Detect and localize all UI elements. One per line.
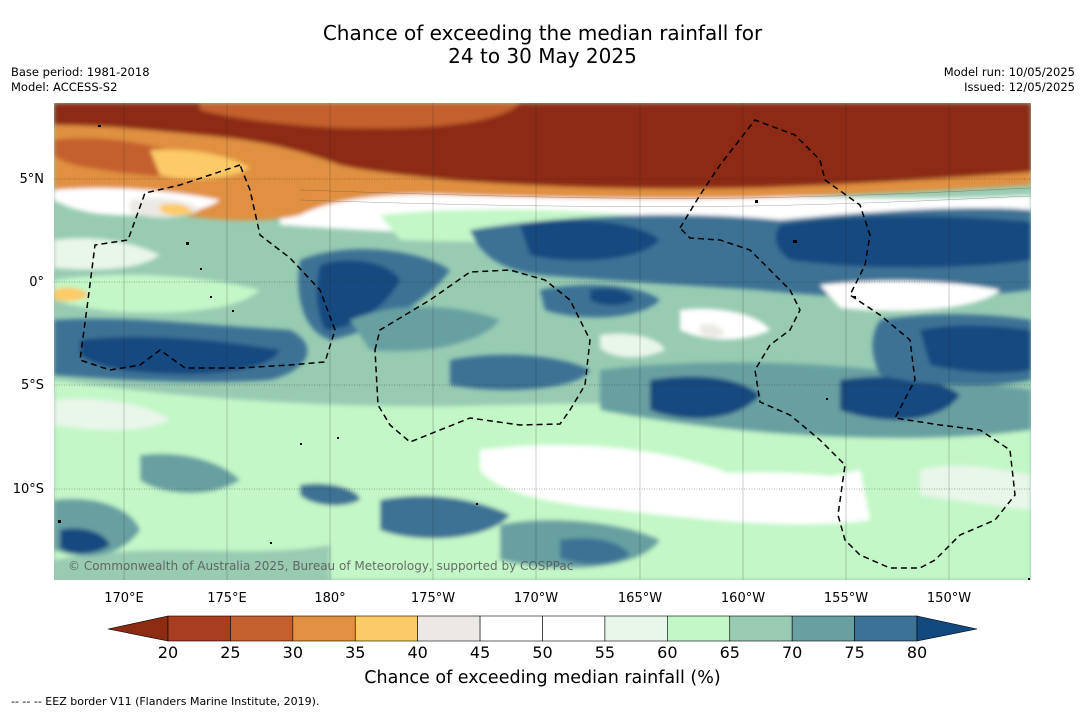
model-text: Model: ACCESS-S2 — [11, 80, 118, 94]
colorbar-swatch-60-65 — [667, 615, 731, 642]
lon-label-170w: 170°W — [514, 591, 558, 606]
colorbar-tick-label: 50 — [532, 643, 552, 662]
lon-label-160w: 160°W — [721, 591, 765, 606]
rainfall-probability-field: © Commonwealth of Australia 2025, Bureau… — [54, 103, 1031, 580]
lon-label-150w: 150°W — [927, 591, 971, 606]
colorbar: 20 25 30 35 40 45 50 55 60 65 70 75 80 — [107, 615, 978, 662]
colorbar-tick-label: 20 — [158, 643, 178, 662]
lat-label-5s: 5°S — [21, 378, 44, 393]
model-run-text: Model run: 10/05/2025 — [943, 65, 1075, 79]
colorbar-swatch-40-45 — [417, 615, 481, 642]
colorbar-swatch-35-40 — [354, 615, 418, 642]
colorbar-swatch-30-35 — [292, 615, 356, 642]
eez-border — [79, 119, 1016, 569]
colorbar-tick-label: 45 — [470, 643, 490, 662]
colorbar-tick-label: 25 — [220, 643, 240, 662]
lon-label-180: 180° — [314, 591, 345, 606]
map-title-line1: Chance of exceeding the median rainfall … — [322, 21, 763, 45]
issued-text: Issued: 12/05/2025 — [964, 80, 1075, 94]
lat-label-5n: 5°N — [20, 172, 45, 187]
colorbar-swatch-25-30 — [230, 615, 294, 642]
colorbar-swatch-45-50 — [479, 615, 543, 642]
colorbar-tick-label: 65 — [720, 643, 740, 662]
longitude-labels: 170°E 175°E 180° 175°W 170°W 165°W 160°W… — [104, 591, 971, 606]
copyright-text: © Commonwealth of Australia 2025, Bureau… — [68, 559, 573, 573]
colorbar-tick-label: 75 — [844, 643, 864, 662]
meta-right: Model run: 10/05/2025 Issued: 12/05/2025 — [944, 65, 1075, 95]
lat-label-10s: 10°S — [13, 482, 44, 497]
lon-label-175w: 175°W — [411, 591, 455, 606]
eez-footnote: -- -- -- EEZ border V11 (Flanders Marine… — [11, 695, 320, 708]
colorbar-low-arrow — [107, 615, 169, 642]
colorbar-tick-label: 60 — [657, 643, 677, 662]
colorbar-tick-label: 40 — [407, 643, 427, 662]
map-title: Chance of exceeding the median rainfall … — [0, 22, 1085, 68]
colorbar-swatch-65-70 — [729, 615, 793, 642]
colorbar-swatch-50-55 — [542, 615, 606, 642]
colorbar-tick-label: 70 — [782, 643, 802, 662]
colorbar-swatch-20-25 — [167, 615, 231, 642]
colorbar-swatch-55-60 — [604, 615, 668, 642]
colorbar-tick-label: 80 — [907, 643, 927, 662]
colorbar-swatch-70-75 — [791, 615, 855, 642]
latitude-labels: 5°N 0° 5°S 10°S — [13, 172, 44, 497]
colorbar-tick-label: 35 — [345, 643, 365, 662]
colorbar-swatch-75-80 — [854, 615, 918, 642]
colorbar-high-arrow — [916, 615, 978, 642]
meta-left: Base period: 1981-2018 Model: ACCESS-S2 — [11, 65, 150, 95]
lon-label-165w: 165°W — [618, 591, 662, 606]
colorbar-tick-label: 30 — [283, 643, 303, 662]
lon-label-155w: 155°W — [824, 591, 868, 606]
map-title-line2: 24 to 30 May 2025 — [448, 44, 637, 68]
colorbar-tick-label: 55 — [595, 643, 615, 662]
base-period-text: Base period: 1981-2018 — [11, 65, 150, 79]
lon-label-170e: 170°E — [104, 591, 144, 606]
colorbar-title: Chance of exceeding median rainfall (%) — [364, 668, 721, 688]
lon-label-175e: 175°E — [207, 591, 247, 606]
lat-label-0: 0° — [29, 275, 44, 290]
